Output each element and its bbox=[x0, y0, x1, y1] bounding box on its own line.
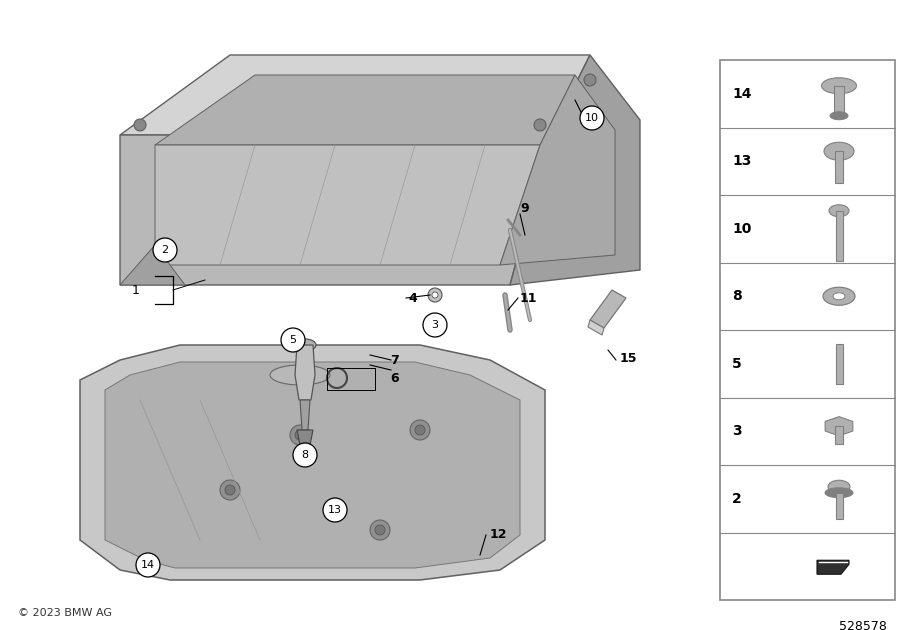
Ellipse shape bbox=[830, 112, 848, 120]
Text: 10: 10 bbox=[585, 113, 599, 123]
Circle shape bbox=[136, 553, 160, 577]
Polygon shape bbox=[300, 400, 310, 430]
Text: 9: 9 bbox=[520, 202, 528, 214]
Circle shape bbox=[534, 119, 546, 131]
Text: 11: 11 bbox=[520, 292, 537, 304]
Text: 7: 7 bbox=[390, 353, 399, 367]
Circle shape bbox=[584, 74, 596, 86]
Ellipse shape bbox=[825, 488, 853, 498]
Bar bbox=[720, 60, 895, 600]
Polygon shape bbox=[80, 345, 545, 580]
Text: 3: 3 bbox=[431, 320, 438, 330]
Bar bbox=[836, 344, 843, 384]
Circle shape bbox=[415, 425, 425, 435]
Polygon shape bbox=[120, 245, 185, 285]
Bar bbox=[834, 86, 844, 116]
Circle shape bbox=[580, 106, 604, 130]
Text: 15: 15 bbox=[620, 352, 637, 365]
Text: 2: 2 bbox=[161, 245, 168, 255]
Polygon shape bbox=[120, 135, 550, 285]
Text: 6: 6 bbox=[390, 372, 399, 384]
Polygon shape bbox=[120, 55, 590, 135]
Text: 10: 10 bbox=[732, 222, 752, 236]
Circle shape bbox=[295, 430, 305, 440]
Text: 14: 14 bbox=[732, 87, 752, 101]
Text: 8: 8 bbox=[302, 450, 309, 460]
Text: 8: 8 bbox=[732, 289, 742, 303]
Polygon shape bbox=[817, 560, 849, 575]
Ellipse shape bbox=[823, 287, 855, 306]
Text: 12: 12 bbox=[490, 529, 508, 542]
Circle shape bbox=[428, 288, 442, 302]
Circle shape bbox=[323, 498, 347, 522]
Ellipse shape bbox=[270, 365, 330, 385]
Text: 5: 5 bbox=[290, 335, 296, 345]
Text: 14: 14 bbox=[141, 560, 155, 570]
Polygon shape bbox=[155, 75, 575, 145]
Text: 13: 13 bbox=[328, 505, 342, 515]
Circle shape bbox=[290, 425, 310, 445]
Text: 4: 4 bbox=[408, 292, 417, 304]
Circle shape bbox=[153, 238, 177, 262]
Circle shape bbox=[375, 525, 385, 535]
Polygon shape bbox=[105, 362, 520, 568]
Text: 3: 3 bbox=[732, 424, 742, 438]
Ellipse shape bbox=[294, 339, 316, 351]
Circle shape bbox=[225, 485, 235, 495]
Ellipse shape bbox=[824, 142, 854, 160]
Circle shape bbox=[432, 292, 438, 298]
Circle shape bbox=[293, 443, 317, 467]
Circle shape bbox=[220, 480, 240, 500]
Text: © 2023 BMW AG: © 2023 BMW AG bbox=[18, 608, 112, 618]
Circle shape bbox=[423, 313, 447, 337]
Polygon shape bbox=[297, 430, 313, 445]
Text: 5: 5 bbox=[732, 357, 742, 370]
Polygon shape bbox=[825, 416, 853, 436]
Bar bbox=[836, 493, 843, 518]
Polygon shape bbox=[295, 345, 315, 400]
Circle shape bbox=[134, 119, 146, 131]
Polygon shape bbox=[510, 55, 640, 285]
Bar bbox=[836, 211, 843, 261]
Polygon shape bbox=[590, 290, 626, 328]
Polygon shape bbox=[155, 145, 540, 265]
Ellipse shape bbox=[828, 480, 850, 493]
Circle shape bbox=[410, 420, 430, 440]
Ellipse shape bbox=[829, 205, 849, 217]
Circle shape bbox=[281, 328, 305, 352]
Ellipse shape bbox=[822, 77, 857, 94]
Text: 2: 2 bbox=[732, 492, 742, 506]
Polygon shape bbox=[588, 320, 604, 335]
Polygon shape bbox=[500, 75, 615, 265]
Bar bbox=[835, 151, 843, 183]
Text: 1: 1 bbox=[132, 284, 140, 297]
Ellipse shape bbox=[833, 293, 845, 300]
Bar bbox=[835, 427, 843, 444]
Text: 528578: 528578 bbox=[839, 620, 887, 630]
Text: 13: 13 bbox=[732, 154, 752, 168]
Circle shape bbox=[370, 520, 390, 540]
